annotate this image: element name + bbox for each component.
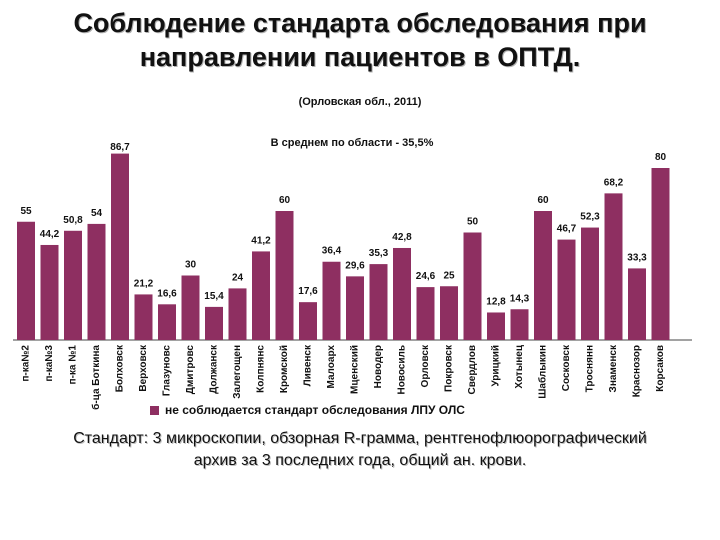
data-label-7: 16,6: [157, 288, 177, 299]
category-label-25: Троснянн: [585, 345, 596, 392]
bar-15: [346, 276, 364, 340]
category-label-7: Глазуновс: [162, 345, 173, 397]
legend: не соблюдается стандарт обследования ЛПУ…: [150, 403, 465, 417]
bar-17: [393, 247, 411, 340]
category-label-9: Должанск: [209, 344, 220, 394]
chart-subtitle: (Орловская обл., 2011): [298, 96, 422, 108]
category-label-11: Колпнянс: [256, 345, 267, 393]
category-label-6: Верховск: [138, 344, 149, 392]
category-label-26: Знаменск: [608, 344, 619, 392]
category-label-23: Шаблыкин: [537, 345, 549, 399]
footer-note: Стандарт: 3 микроскопии, обзорная R-грам…: [0, 428, 720, 472]
legend-label: не соблюдается стандарт обследования ЛПУ…: [165, 403, 465, 417]
data-label-21: 12,8: [486, 296, 506, 307]
legend-swatch: [150, 406, 159, 416]
data-label-22: 14,3: [510, 293, 530, 304]
data-label-6: 21,2: [134, 278, 154, 289]
chart-title: Соблюдение стандарта обследования при на…: [0, 6, 720, 74]
data-label-27: 33,3: [627, 252, 647, 263]
data-label-9: 15,4: [204, 291, 224, 302]
chart-title-line-1: Соблюдение стандарта обследования при: [73, 8, 647, 38]
bar-2: [40, 244, 59, 340]
bar-27: [628, 268, 646, 340]
category-label-1: п-ка№2: [21, 345, 32, 382]
bar-11: [252, 251, 270, 340]
data-label-17: 42,8: [392, 232, 412, 243]
data-label-8: 30: [185, 260, 197, 271]
data-label-4: 54: [91, 208, 103, 219]
category-label-8: Дмитровс: [185, 345, 196, 395]
category-label-2: п-ка№3: [44, 345, 55, 382]
category-label-17: Новосиль: [397, 345, 408, 395]
bar-26: [604, 193, 623, 340]
category-label-5: Болховск: [115, 344, 126, 392]
data-label-12: 60: [279, 195, 291, 206]
bar-23: [534, 211, 552, 340]
bar-9: [205, 306, 223, 340]
bar-10: [228, 288, 247, 340]
average-annotation: В среднем по области - 35,5%: [271, 137, 434, 149]
bar-1: [17, 221, 35, 340]
category-label-21: Урицкий: [491, 345, 502, 387]
chart-title-line-2: направлении пациентов в ОПТД.: [139, 42, 581, 72]
bar-8: [181, 275, 200, 340]
category-label-15: Мценский: [350, 345, 361, 394]
data-label-10: 24: [232, 272, 244, 283]
bar-14: [322, 261, 341, 340]
data-label-23: 60: [537, 195, 549, 206]
data-label-11: 41,2: [251, 235, 271, 246]
bar-3: [64, 230, 82, 340]
category-label-10: Залегощен: [232, 345, 243, 399]
category-label-27: Краснозор: [632, 345, 643, 397]
bar-25: [581, 227, 599, 340]
data-label-24: 46,7: [557, 224, 577, 235]
category-label-13: Ливенск: [303, 344, 314, 386]
category-label-14: Малоарх: [326, 345, 337, 389]
data-label-28: 80: [655, 152, 667, 163]
bar-4: [87, 223, 106, 340]
data-label-19: 25: [443, 270, 455, 281]
category-label-20: Свердлов: [467, 345, 478, 394]
bar-20: [463, 232, 482, 340]
data-label-5: 86,7: [110, 142, 130, 153]
category-label-12: Кромской: [279, 345, 290, 393]
data-label-15: 29,6: [345, 260, 365, 271]
category-label-4: б-ца Боткина: [90, 345, 102, 410]
bar-12: [275, 211, 294, 340]
category-label-19: Покровск: [444, 344, 455, 392]
category-label-22: Хотынец: [514, 344, 525, 388]
data-label-16: 35,3: [369, 248, 389, 259]
category-label-16: Новодер: [373, 345, 384, 388]
footer-line-1: Стандарт: 3 микроскопии, обзорная R-грам…: [73, 430, 647, 447]
data-label-14: 36,4: [322, 246, 342, 257]
data-label-20: 50: [467, 217, 479, 228]
footer-line-2: архив за 3 последних года, общий ан. кро…: [193, 452, 527, 469]
data-label-25: 52,3: [580, 212, 600, 223]
bar-24: [557, 239, 576, 340]
bar-13: [299, 302, 317, 340]
data-label-13: 17,6: [298, 286, 318, 297]
bar-19: [440, 286, 458, 340]
category-label-3: п-ка №1: [68, 345, 79, 385]
bar-22: [510, 309, 529, 340]
bar-5: [111, 153, 129, 340]
data-label-18: 24,6: [416, 271, 436, 282]
bar-18: [416, 287, 435, 340]
data-label-26: 68,2: [604, 177, 624, 188]
bar-21: [487, 312, 505, 340]
data-label-3: 50,8: [63, 215, 83, 226]
data-label-1: 55: [20, 206, 32, 217]
bar-28: [651, 168, 670, 340]
bar-6: [134, 294, 153, 340]
data-label-2: 44,2: [40, 229, 60, 240]
category-label-28: Корсаков: [655, 345, 666, 392]
category-label-18: Орловск: [420, 344, 431, 387]
category-label-24: Сосковск: [561, 344, 572, 391]
bar-7: [158, 304, 176, 340]
bar-16: [369, 264, 388, 340]
